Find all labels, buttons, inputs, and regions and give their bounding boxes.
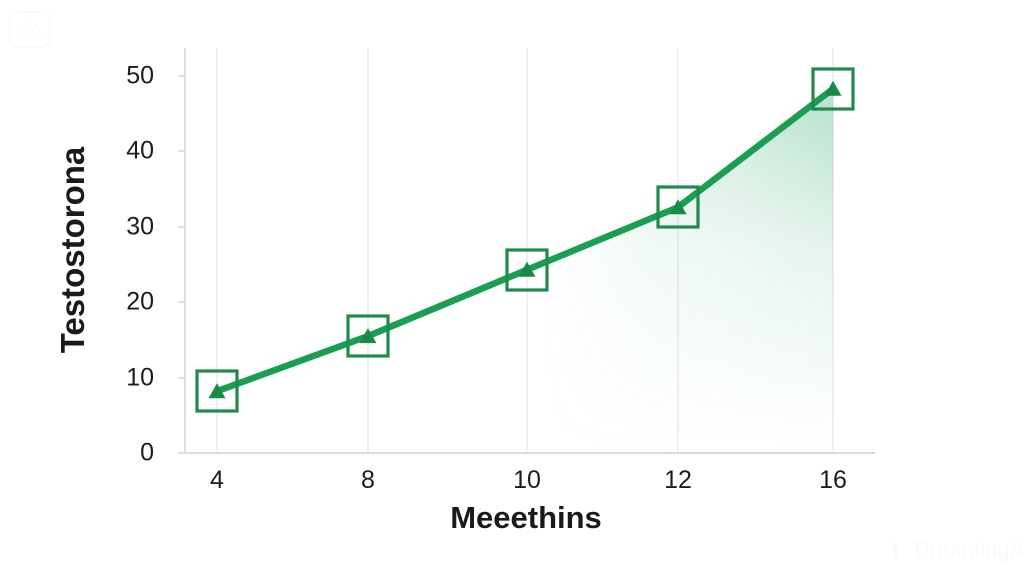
svg-text:DreamingAI: DreamingAI [914,537,1024,562]
